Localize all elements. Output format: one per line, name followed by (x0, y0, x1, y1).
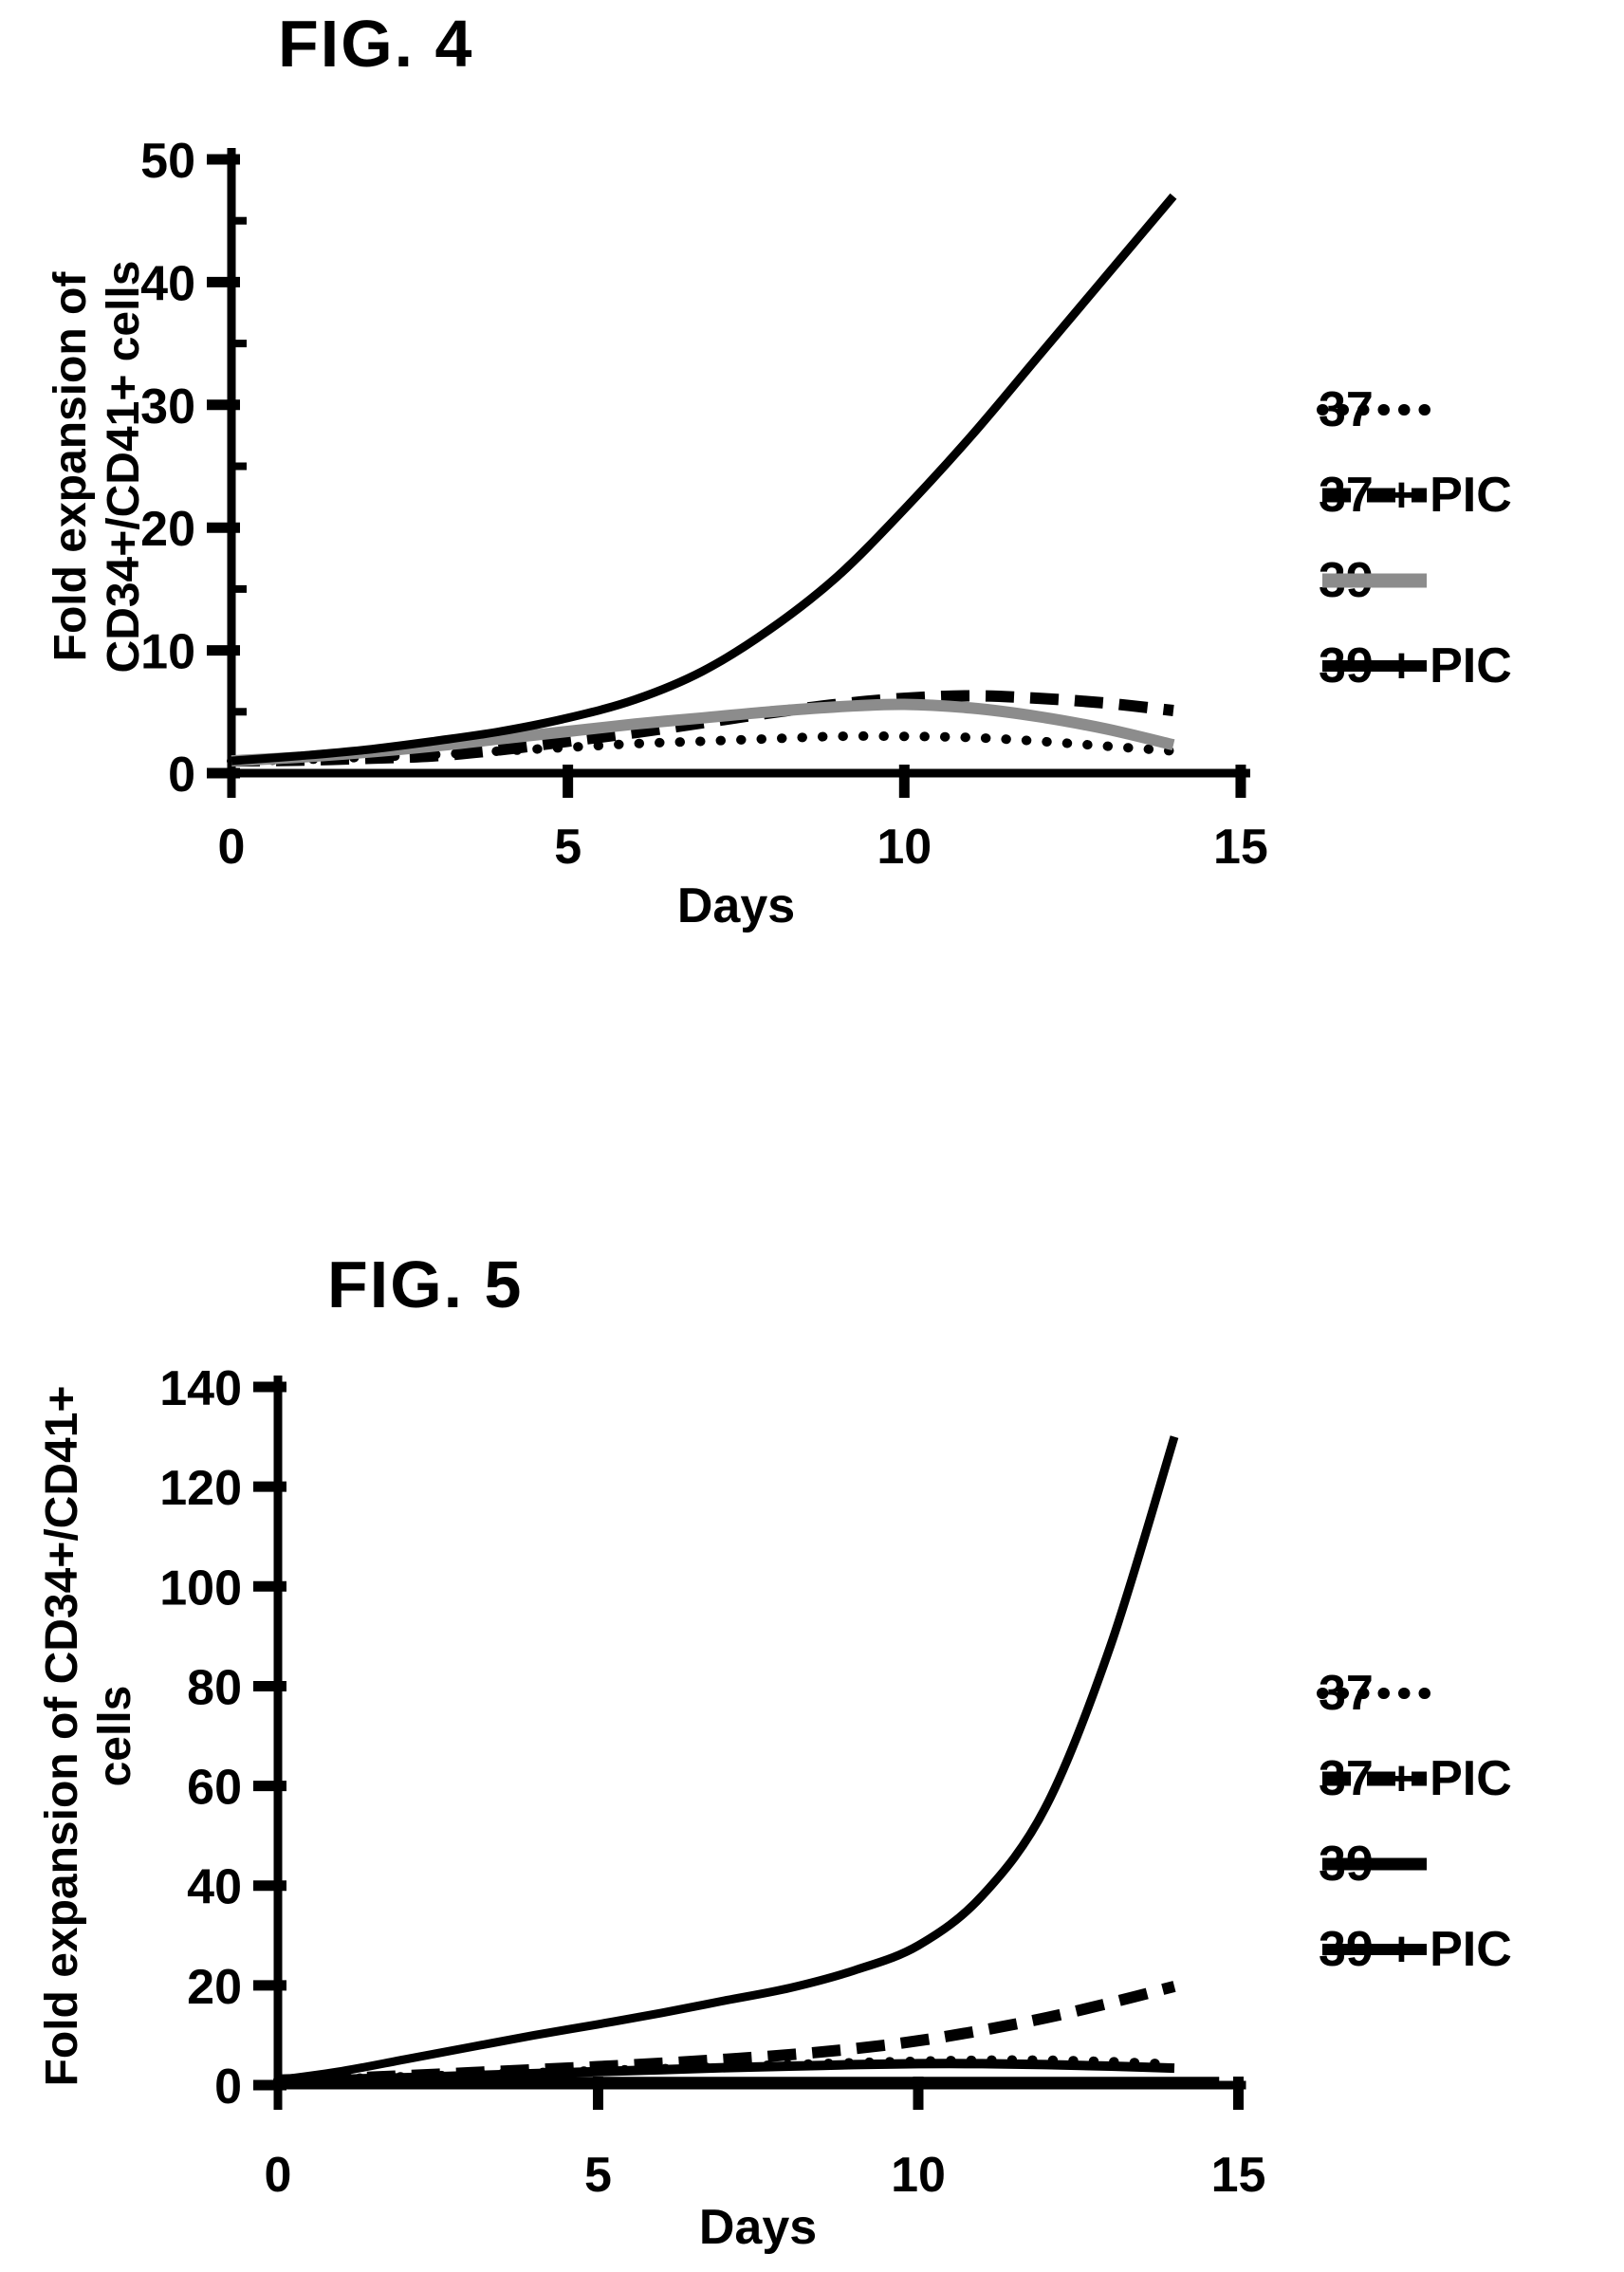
legend-item-37: 37 (1317, 1651, 1512, 1736)
legend-swatch-dotted-line (1317, 404, 1432, 416)
y-tick-label: 60 (187, 1761, 242, 1816)
figure-4-title: FIG. 4 (278, 7, 474, 81)
x-tick-label: 10 (877, 820, 932, 875)
figure-4-x-axis-title: Days (677, 878, 795, 933)
y-tick-label: 40 (187, 1860, 242, 1915)
x-tick-label: 5 (554, 820, 581, 875)
figure-5-title: FIG. 5 (327, 1247, 524, 1321)
legend-item-37: 37 (1317, 367, 1512, 453)
figure-4-y-axis-title-line1: Fold expansion of (46, 271, 96, 662)
y-tick-label: 20 (187, 1960, 242, 2015)
legend-swatch-dotted-line (1317, 1688, 1432, 1699)
series-line-39-pic (231, 193, 1177, 766)
figure-5-y-axis-title-line1: Fold expansion of CD34+/CD41+ (37, 1385, 87, 2087)
legend-item-39: 39 (1319, 538, 1512, 623)
y-tick-label: 80 (187, 1660, 242, 1715)
y-tick-label: 50 (140, 134, 195, 189)
x-tick-label: 0 (265, 2148, 292, 2203)
y-tick-label: 30 (140, 379, 195, 434)
y-tick-label: 100 (159, 1561, 242, 1616)
legend-swatch-dashed-line (1322, 488, 1427, 503)
figure-4-legend: 37 37 + PIC 39 39 + PIC (1317, 367, 1512, 709)
y-tick-label: 0 (168, 748, 195, 803)
legend-item-39-pic: 39 + PIC (1319, 1907, 1512, 1992)
figure-5-y-axis-title: Fold expansion of CD34+/CD41+ cells (36, 1357, 142, 2115)
legend-item-39: 39 (1319, 1821, 1512, 1907)
legend-swatch-solid-line (1322, 1857, 1427, 1871)
figure-4-chart: Days 0 10 20 30 40 50 0 5 10 15 (140, 134, 1268, 933)
y-tick-label: 10 (140, 625, 195, 680)
series-line-37 (227, 730, 1178, 767)
figure-5-x-axis-title: Days (699, 2200, 817, 2255)
y-tick-label: 140 (159, 1361, 242, 1416)
legend-swatch-solid-line (1322, 660, 1427, 672)
figure-5-legend: 37 37 + PIC 39 39 + PIC (1317, 1651, 1512, 1992)
x-tick-label: 15 (1211, 2148, 1266, 2203)
figure-5-chart: Days 0 20 40 60 80 100 120 140 0 5 10 15 (159, 1361, 1266, 2255)
legend-item-37-pic: 37 + PIC (1319, 453, 1512, 538)
legend-swatch-dashed-line (1322, 1771, 1427, 1786)
x-tick-label: 15 (1213, 820, 1268, 875)
series-line-39-pic (277, 1435, 1179, 2085)
figure-5-y-axis-title-line2: cells (90, 1685, 140, 1787)
y-tick-label: 120 (159, 1461, 242, 1516)
x-tick-label: 5 (584, 2148, 612, 2203)
x-tick-label: 10 (891, 2148, 946, 2203)
legend-swatch-solid-line (1322, 573, 1427, 588)
series-line-39 (277, 2059, 1175, 2085)
legend-item-37-pic: 37 + PIC (1319, 1736, 1512, 1821)
legend-swatch-solid-line (1322, 1944, 1427, 1955)
y-tick-label: 40 (140, 256, 195, 311)
figure-4-y-axis-title-line2: CD34+/CD41+ cells (99, 260, 149, 674)
x-tick-label: 0 (218, 820, 246, 875)
y-tick-label: 0 (214, 2060, 242, 2115)
figure-4-y-axis-title: Fold expansion of CD34+/CD41+ cells (45, 154, 151, 780)
legend-item-39-pic: 39 + PIC (1319, 623, 1512, 709)
y-tick-label: 20 (140, 502, 195, 557)
